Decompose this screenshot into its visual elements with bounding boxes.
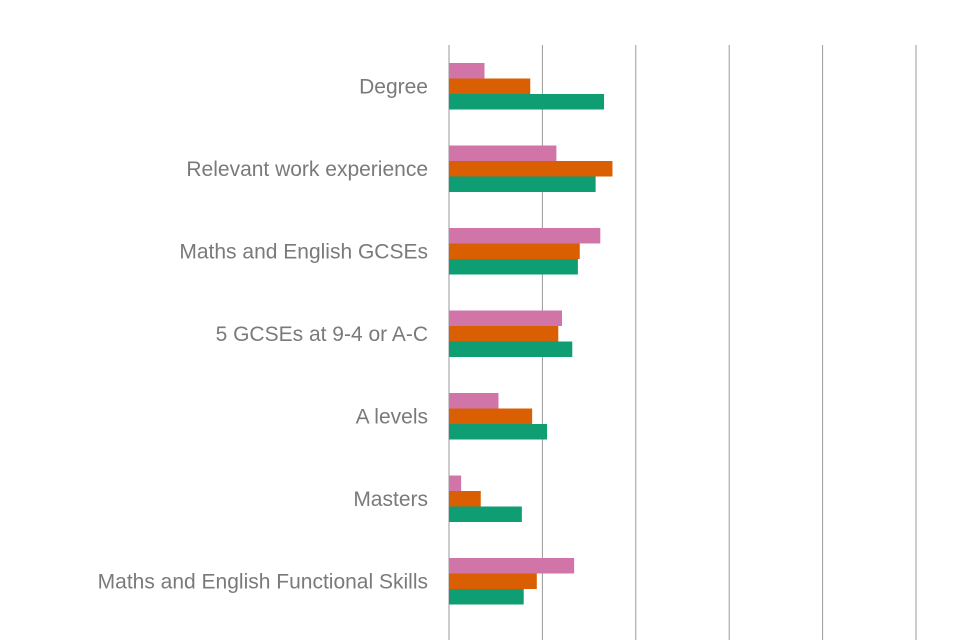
bar-6-series-2 (449, 589, 524, 605)
bar-2-series-2 (449, 259, 578, 275)
bar-5-series-2 (449, 506, 522, 522)
bar-1-series-1 (449, 161, 613, 177)
bar-0-series-1 (449, 78, 531, 94)
bar-3-series-2 (449, 341, 573, 357)
bar-6-series-0 (449, 558, 575, 574)
bar-1-series-2 (449, 176, 596, 192)
bar-4-series-1 (449, 408, 533, 424)
category-label-0: Degree (359, 75, 428, 98)
category-label-1: Relevant work experience (186, 158, 428, 181)
bar-5-series-0 (449, 475, 462, 491)
category-label-5: Masters (353, 488, 428, 511)
bar-0-series-2 (449, 94, 605, 110)
bar-0-series-0 (449, 63, 485, 79)
bar-4-series-2 (449, 424, 548, 440)
bar-4-series-0 (449, 393, 499, 409)
bar-3-series-1 (449, 326, 559, 342)
bar-3-series-0 (449, 310, 563, 326)
bar-5-series-1 (449, 491, 481, 507)
category-label-2: Maths and English GCSEs (179, 240, 428, 263)
bar-6-series-1 (449, 573, 537, 589)
category-label-3: 5 GCSEs at 9-4 or A-C (216, 323, 428, 346)
category-label-4: A levels (356, 405, 428, 428)
category-label-6: Maths and English Functional Skills (98, 570, 428, 593)
bar-2-series-0 (449, 228, 601, 244)
bar-1-series-0 (449, 145, 557, 161)
bar-2-series-1 (449, 243, 580, 259)
